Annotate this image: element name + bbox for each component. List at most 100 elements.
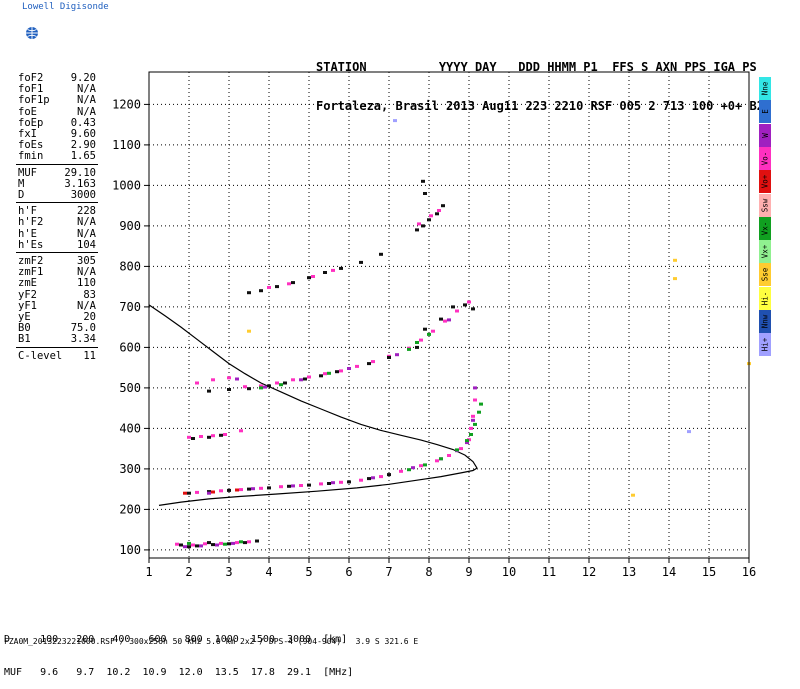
- param-label: fxI: [18, 128, 37, 140]
- echo-point: [239, 488, 243, 492]
- echo-point: [211, 434, 215, 438]
- echo-point: [473, 386, 477, 390]
- x-tick-label: 12: [582, 565, 596, 579]
- param-value: 75.0: [70, 322, 96, 335]
- echo-point: [231, 541, 235, 545]
- param-label: foEp: [18, 116, 44, 129]
- brand-name: Lowell Digisonde: [22, 2, 109, 12]
- x-tick-label: 1: [145, 565, 152, 579]
- echo-point: [275, 381, 279, 385]
- echo-point: [429, 214, 433, 218]
- param-label: yE: [18, 311, 31, 323]
- param-value: 3000: [70, 189, 96, 201]
- legend-label: Hi-: [760, 291, 770, 305]
- echo-point: [371, 476, 375, 480]
- param-separator: [16, 163, 98, 165]
- echo-point: [179, 543, 183, 547]
- echo-point: [339, 266, 343, 270]
- echo-point: [437, 209, 441, 212]
- echo-point: [455, 309, 459, 313]
- param-value: N/A: [77, 105, 96, 118]
- x-tick-label: 9: [465, 565, 472, 579]
- echo-point: [291, 281, 295, 285]
- param-row: foF1p N/A: [18, 94, 96, 106]
- echo-point: [399, 469, 403, 473]
- param-label: foEs: [18, 139, 44, 152]
- echo-point: [443, 319, 447, 323]
- echo-point: [421, 224, 425, 228]
- x-tick-label: 16: [742, 565, 756, 579]
- echo-point: [307, 483, 311, 487]
- echo-point: [219, 541, 223, 545]
- echo-point: [207, 491, 211, 495]
- param-value: 228: [77, 205, 96, 218]
- echo-point: [359, 260, 363, 264]
- echo-point: [419, 338, 423, 342]
- param-row: yF2 83: [18, 289, 96, 301]
- param-value: 9.60: [70, 128, 96, 140]
- ionogram-chart: 1 2 3 4 5 6 7 8 9 10 11 12 13 14 15 1610020030040050060…: [112, 71, 756, 579]
- y-tick-label: 700: [119, 300, 141, 314]
- echo-point: [187, 541, 191, 545]
- param-row: zmE 110: [18, 277, 96, 289]
- echo-point: [393, 119, 397, 123]
- echo-point: [367, 477, 371, 481]
- echo-point: [319, 374, 323, 378]
- echo-point: [291, 378, 295, 382]
- param-row: foF1 N/A: [18, 83, 96, 95]
- echo-point: [263, 385, 267, 389]
- param-row: fxI 9.60: [18, 128, 96, 140]
- echo-point: [211, 378, 215, 382]
- param-label: foF1p: [18, 94, 50, 107]
- echo-point: [227, 488, 231, 492]
- station-header: STATION YYYY DAY DDD HHMM P1 FFS S AXN P…: [316, 35, 764, 126]
- x-tick-label: 2: [185, 565, 192, 579]
- echo-point: [211, 543, 215, 547]
- x-tick-label: 13: [622, 565, 636, 579]
- echo-point: [219, 433, 223, 437]
- echo-point: [423, 192, 427, 195]
- param-row: B0 75.0: [18, 322, 96, 334]
- echo-point: [195, 490, 199, 494]
- echo-point: [227, 376, 231, 380]
- echo-point: [207, 389, 211, 393]
- param-label: foF2: [18, 72, 44, 84]
- echo-point: [247, 387, 251, 391]
- echo-point: [255, 539, 259, 543]
- echo-point: [423, 463, 427, 467]
- param-value: N/A: [77, 94, 96, 107]
- echo-point: [187, 491, 191, 495]
- axis-ticks: 1 2 3 4 5 6 7 8 9 10 11 12 13 14 15 1610020030040050060…: [112, 97, 756, 579]
- echo-point: [673, 277, 677, 281]
- echo-point: [435, 212, 439, 216]
- param-row: C-level 11: [18, 350, 96, 362]
- param-label: D: [18, 189, 25, 201]
- echo-point: [207, 435, 211, 439]
- echo-point: [279, 485, 283, 489]
- param-value: N/A: [77, 216, 96, 229]
- echo-point: [411, 466, 415, 470]
- echo-point: [467, 300, 471, 304]
- param-row: M 3.163: [18, 178, 96, 190]
- y-tick-label: 1100: [112, 138, 141, 152]
- param-row: h'E N/A: [18, 228, 96, 240]
- echo-point: [247, 329, 251, 333]
- echo-point: [355, 364, 359, 368]
- echo-point: [219, 489, 223, 493]
- echo-point: [479, 402, 483, 406]
- echo-point: [455, 448, 459, 452]
- param-value: 29.10: [64, 166, 96, 179]
- echo-point: [339, 480, 343, 484]
- echo-point: [239, 429, 243, 433]
- y-tick-label: 100: [119, 543, 141, 557]
- header-values: Fortaleza, Brasil 2013 Aug11 223 2210 RS…: [316, 99, 764, 113]
- echo-point: [417, 222, 421, 226]
- param-row: h'F 228: [18, 205, 96, 217]
- param-row: foEp 0.43: [18, 117, 96, 129]
- echo-point: [207, 541, 211, 545]
- legend-item: Hi+: [759, 333, 771, 357]
- echo-point: [439, 457, 443, 461]
- param-separator: [16, 252, 98, 253]
- param-row: zmF1 N/A: [18, 266, 96, 278]
- legend-label: E: [760, 109, 770, 115]
